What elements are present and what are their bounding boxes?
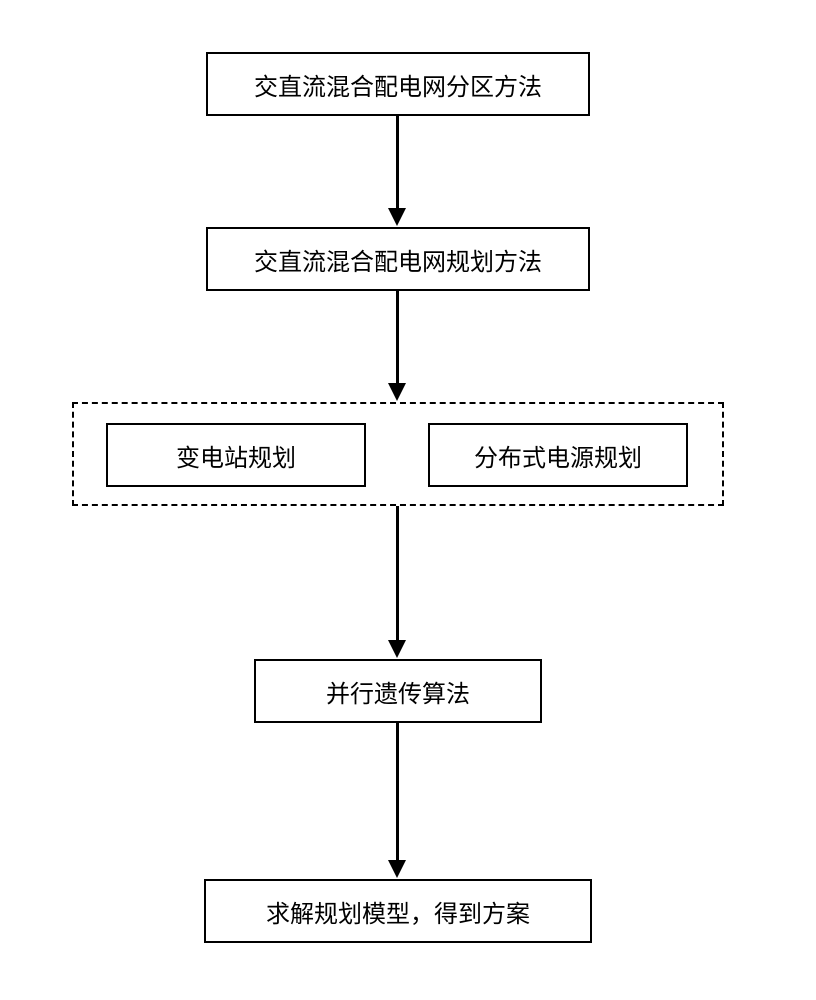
arrow-2-head [388,383,406,401]
flowchart-node-3b: 分布式电源规划 [428,423,688,487]
node-3a-label: 变电站规划 [176,438,296,473]
arrow-1-line [396,116,399,210]
arrow-3-head [388,640,406,658]
arrow-3-line [396,506,399,642]
arrow-4-head [388,860,406,878]
flowchart-node-2: 交直流混合配电网规划方法 [206,227,590,291]
flowchart-node-3a: 变电站规划 [106,423,366,487]
node-3b-label: 分布式电源规划 [474,438,642,473]
node-4-label: 并行遗传算法 [326,674,470,709]
arrow-2-line [396,291,399,385]
flowchart-node-1: 交直流混合配电网分区方法 [206,52,590,116]
arrow-1-head [388,208,406,226]
flowchart-node-5: 求解规划模型，得到方案 [204,879,592,943]
arrow-4-line [396,723,399,862]
node-1-label: 交直流混合配电网分区方法 [254,67,542,102]
node-5-label: 求解规划模型，得到方案 [266,894,530,929]
flowchart-node-4: 并行遗传算法 [254,659,542,723]
node-2-label: 交直流混合配电网规划方法 [254,242,542,277]
